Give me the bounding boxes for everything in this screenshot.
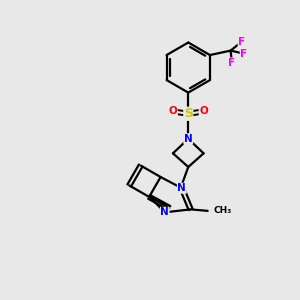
Text: F: F bbox=[238, 37, 245, 47]
Text: F: F bbox=[229, 58, 236, 68]
Text: N: N bbox=[177, 183, 186, 193]
Text: S: S bbox=[184, 107, 193, 120]
Text: N: N bbox=[184, 134, 193, 144]
Text: O: O bbox=[169, 106, 177, 116]
Text: F: F bbox=[240, 49, 247, 58]
Text: CH₃: CH₃ bbox=[213, 206, 231, 215]
Text: O: O bbox=[199, 106, 208, 116]
Text: N: N bbox=[160, 207, 169, 217]
